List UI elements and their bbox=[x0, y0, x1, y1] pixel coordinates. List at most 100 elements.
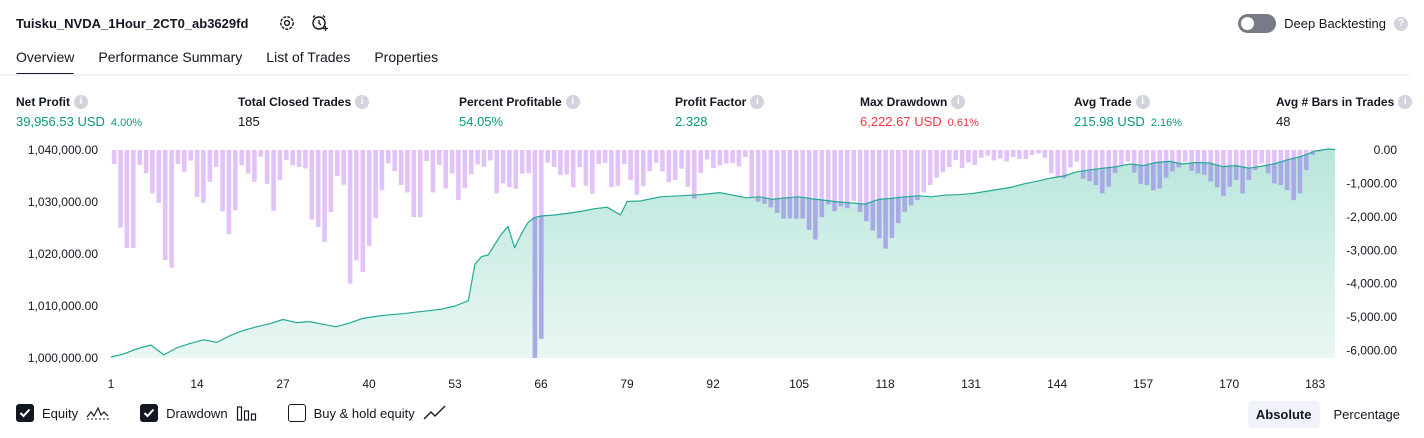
drawdown-bar bbox=[519, 150, 525, 174]
drawdown-bar bbox=[1131, 150, 1137, 165]
drawdown-bar bbox=[264, 150, 270, 184]
drawdown-bar bbox=[934, 150, 939, 178]
drawdown-bar bbox=[481, 150, 487, 167]
percentage-button[interactable]: Percentage bbox=[1333, 407, 1401, 422]
x-axis-tick-label: 27 bbox=[276, 377, 290, 391]
absolute-button[interactable]: Absolute bbox=[1247, 401, 1320, 428]
stat-title: Max Drawdown bbox=[860, 94, 948, 109]
drawdown-checkbox[interactable] bbox=[140, 404, 159, 422]
drawdown-bar bbox=[341, 150, 346, 185]
drawdown-bar bbox=[233, 150, 238, 211]
deep-backtesting-toggle[interactable] bbox=[1238, 14, 1277, 33]
drawdown-bar bbox=[532, 217, 538, 358]
drawdown-bar bbox=[150, 150, 155, 194]
drawdown-bar bbox=[558, 150, 563, 176]
stat-avg-trade: Avg Trade i 215.98 USD 2.16% bbox=[1074, 94, 1182, 129]
drawdown-bar bbox=[825, 150, 831, 201]
drawdown-bar bbox=[1017, 150, 1022, 159]
equity-checkbox[interactable] bbox=[16, 404, 34, 422]
drawdown-bar bbox=[800, 197, 805, 219]
right-axis-labels: 0.00 -1,000.00 -2,000.00 -3,000.00 -4,000.00… bbox=[1346, 143, 1397, 358]
drawdown-bar bbox=[1240, 150, 1245, 167]
stat-percent: 0.61% bbox=[947, 117, 979, 129]
drawdown-bar bbox=[1253, 150, 1258, 168]
drawdown-bar bbox=[456, 150, 461, 201]
info-icon[interactable]: i bbox=[565, 94, 580, 109]
drawdown-bar bbox=[864, 203, 869, 222]
drawdown-bar bbox=[577, 150, 582, 167]
drawdown-bar bbox=[794, 150, 799, 197]
report-tabs: Overview Performance Summary List of Tra… bbox=[16, 46, 439, 76]
drawdown-bar bbox=[998, 150, 1003, 159]
drawdown-bar bbox=[405, 150, 410, 193]
info-icon[interactable]: i bbox=[74, 94, 88, 109]
drawdown-bar bbox=[1278, 161, 1284, 186]
drawdown-bar bbox=[1246, 150, 1252, 169]
drawdown-bar bbox=[462, 150, 468, 189]
add-alert-clock-icon[interactable] bbox=[310, 13, 330, 33]
drawdown-bar bbox=[1284, 159, 1290, 191]
info-icon[interactable]: i bbox=[951, 94, 966, 109]
tab-properties[interactable]: Properties bbox=[374, 49, 439, 65]
info-icon[interactable]: i bbox=[355, 94, 370, 109]
tabs-divider bbox=[0, 74, 1410, 76]
drawdown-bar bbox=[437, 150, 442, 165]
strategy-name: Tuisku_NVDA_1Hour_2CT0_ab3629fd bbox=[16, 16, 249, 31]
drawdown-bar bbox=[870, 201, 876, 231]
trend-line-icon bbox=[423, 405, 446, 420]
drawdown-bar bbox=[449, 150, 455, 174]
stat-percent-profitable: Percent Profitable i 54.05% bbox=[459, 94, 580, 129]
drawdown-bar bbox=[615, 150, 621, 186]
info-icon[interactable]: i bbox=[750, 94, 765, 109]
stat-title: Total Closed Trades bbox=[238, 94, 352, 109]
drawdown-bar bbox=[985, 150, 990, 156]
legend-buy-hold[interactable]: Buy & hold equity bbox=[287, 404, 447, 422]
drawdown-bar bbox=[468, 150, 474, 175]
drawdown-bar bbox=[1106, 150, 1111, 168]
drawdown-bar bbox=[1055, 150, 1060, 177]
drawdown-bar bbox=[1304, 150, 1309, 155]
drawdown-bar bbox=[277, 150, 283, 181]
legend-equity[interactable]: Equity bbox=[16, 404, 110, 422]
tab-performance-summary[interactable]: Performance Summary bbox=[98, 49, 243, 65]
tab-list-of-trades[interactable]: List of Trades bbox=[266, 49, 351, 65]
stat-value: 39,956.53 USD bbox=[16, 114, 105, 129]
drawdown-bar bbox=[1074, 150, 1080, 162]
equity-line bbox=[110, 148, 1336, 358]
drawdown-bar bbox=[959, 150, 965, 169]
x-axis-tick-label: 118 bbox=[876, 377, 895, 391]
legend-drawdown[interactable]: Drawdown bbox=[140, 404, 257, 422]
stat-title: Avg Trade bbox=[1074, 94, 1132, 109]
drawdown-bar bbox=[360, 150, 366, 272]
drawdown-bar bbox=[411, 150, 417, 218]
drawdown-bar bbox=[296, 150, 302, 167]
drawdown-bar bbox=[564, 150, 570, 175]
drawdown-bar bbox=[156, 150, 162, 203]
info-icon[interactable]: i bbox=[1398, 94, 1413, 109]
drawdown-bar bbox=[972, 150, 978, 165]
drawdown-bar bbox=[1240, 166, 1245, 194]
stat-title: Net Profit bbox=[16, 94, 70, 109]
drawdown-bar bbox=[711, 150, 716, 169]
drawdown-bar bbox=[494, 150, 499, 194]
equity-drawdown-chart[interactable]: 1,000,000.00 1,010,000.00 1,020,000.00 1,03… bbox=[0, 140, 1424, 398]
drawdown-bar bbox=[723, 150, 729, 164]
drawdown-bar bbox=[137, 150, 142, 165]
legend-buy-hold-label: Buy & hold equity bbox=[313, 405, 415, 421]
drawdown-bar bbox=[857, 150, 863, 204]
info-icon[interactable]: i bbox=[1135, 94, 1150, 109]
drawdown-bar bbox=[1195, 162, 1201, 174]
buy-hold-checkbox[interactable] bbox=[287, 404, 306, 422]
drawdown-bar bbox=[641, 150, 646, 187]
drawdown-bar bbox=[1291, 158, 1296, 201]
stat-total-closed-trades: Total Closed Trades i 185 bbox=[238, 94, 370, 129]
x-axis-tick-label: 53 bbox=[448, 377, 462, 391]
tab-overview[interactable]: Overview bbox=[16, 46, 75, 76]
deep-backtesting: Deep Backtesting ? bbox=[1238, 14, 1408, 33]
drawdown-bar bbox=[1087, 169, 1092, 182]
settings-gear-icon[interactable] bbox=[277, 13, 297, 33]
left-axis-labels: 1,000,000.00 1,010,000.00 1,020,000.00 1,03… bbox=[28, 143, 98, 365]
drawdown-bar bbox=[832, 201, 837, 212]
info-icon[interactable]: ? bbox=[1394, 16, 1408, 31]
drawdown-bar bbox=[1233, 165, 1239, 181]
